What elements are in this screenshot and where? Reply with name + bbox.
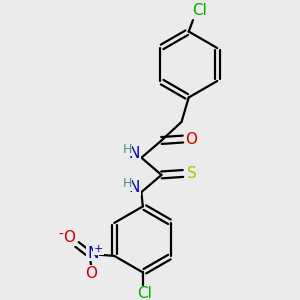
Text: -: - xyxy=(58,227,63,242)
Text: Cl: Cl xyxy=(137,286,152,300)
Text: O: O xyxy=(186,132,198,147)
Text: +: + xyxy=(94,244,103,254)
Text: H: H xyxy=(122,142,132,156)
Text: N: N xyxy=(128,180,140,195)
Text: N: N xyxy=(128,146,140,161)
Text: H: H xyxy=(122,177,132,190)
Text: O: O xyxy=(63,230,75,245)
Text: S: S xyxy=(187,166,196,181)
Text: N: N xyxy=(87,245,98,260)
Text: O: O xyxy=(85,266,97,280)
Text: Cl: Cl xyxy=(192,2,207,17)
